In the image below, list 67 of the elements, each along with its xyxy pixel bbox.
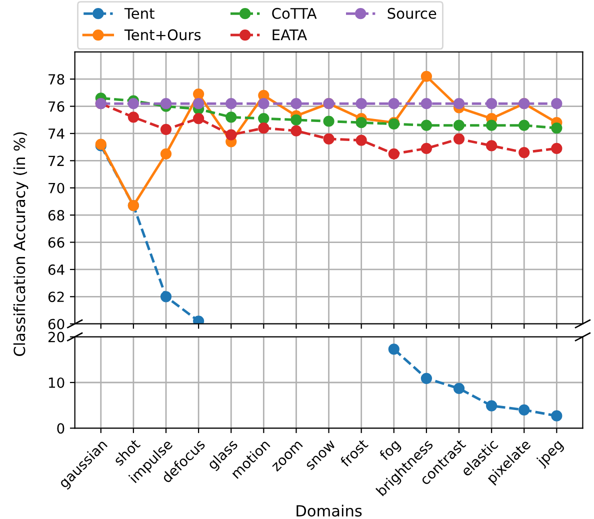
point bbox=[290, 98, 302, 110]
point bbox=[290, 125, 302, 136]
point bbox=[388, 98, 400, 110]
y-tick-label: 64 bbox=[48, 264, 64, 275]
point bbox=[486, 98, 498, 110]
y-tick-label: 60 bbox=[48, 318, 64, 330]
point bbox=[486, 140, 498, 152]
point bbox=[420, 120, 432, 131]
point bbox=[160, 148, 172, 160]
point bbox=[420, 98, 432, 110]
point bbox=[290, 114, 302, 126]
point bbox=[193, 88, 204, 100]
y-tick-label: 78 bbox=[48, 74, 64, 85]
point bbox=[388, 148, 400, 160]
point bbox=[551, 122, 562, 134]
point bbox=[160, 98, 172, 110]
point bbox=[453, 98, 465, 110]
point bbox=[420, 142, 432, 154]
point bbox=[518, 146, 530, 158]
point bbox=[388, 344, 400, 355]
y-tick-label: 0 bbox=[57, 423, 64, 434]
point bbox=[193, 316, 204, 324]
point bbox=[453, 120, 465, 131]
legend-label: EATA bbox=[272, 29, 308, 40]
point bbox=[420, 70, 432, 82]
point bbox=[258, 122, 270, 134]
point bbox=[226, 129, 237, 140]
y-tick-label: 72 bbox=[48, 156, 64, 166]
y-tick-label: 68 bbox=[48, 210, 64, 221]
point bbox=[453, 382, 465, 394]
point bbox=[323, 116, 334, 127]
y-tick-label: 70 bbox=[48, 182, 64, 194]
point bbox=[356, 134, 367, 146]
point bbox=[356, 117, 367, 128]
point bbox=[128, 98, 139, 110]
y-tick-label: 20 bbox=[48, 332, 64, 342]
point bbox=[486, 400, 498, 412]
point bbox=[420, 372, 432, 384]
point bbox=[356, 98, 367, 110]
y-axis-title: Classification Accuracy (in %) bbox=[13, 132, 28, 356]
point bbox=[128, 112, 139, 123]
y-tick-label: 66 bbox=[48, 237, 64, 248]
point bbox=[193, 112, 204, 124]
point bbox=[453, 133, 465, 144]
point bbox=[258, 112, 270, 124]
point bbox=[518, 404, 530, 416]
legend-label: Tent bbox=[124, 8, 154, 19]
point bbox=[258, 98, 270, 110]
legend-label: Tent+Ours bbox=[124, 29, 201, 40]
y-tick-label: 62 bbox=[48, 292, 64, 302]
point bbox=[486, 120, 498, 131]
legend-label: Source bbox=[388, 8, 436, 19]
y-tick-label: 10 bbox=[48, 377, 64, 388]
x-axis-title: Domains bbox=[296, 504, 362, 517]
point bbox=[226, 112, 237, 123]
y-tick-label: 74 bbox=[48, 128, 64, 139]
point bbox=[551, 410, 562, 422]
point bbox=[551, 98, 562, 110]
legend-label: CoTTA bbox=[272, 8, 317, 19]
point bbox=[551, 142, 562, 154]
point bbox=[323, 133, 334, 144]
point bbox=[160, 291, 172, 302]
y-tick-label: 76 bbox=[48, 101, 64, 112]
point bbox=[518, 120, 530, 131]
point bbox=[226, 98, 237, 110]
point bbox=[193, 98, 204, 110]
point bbox=[160, 124, 172, 135]
